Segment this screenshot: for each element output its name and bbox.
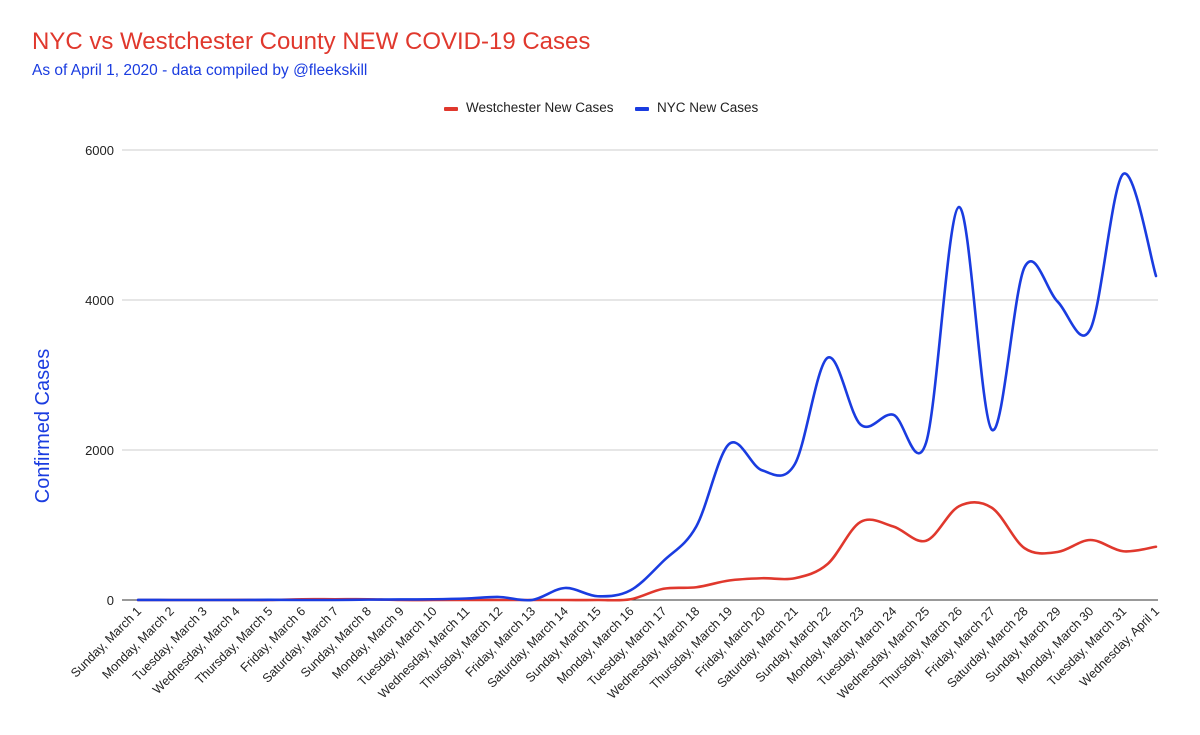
grid-layer — [122, 149, 1158, 601]
y-tick-label: 4000 — [85, 293, 114, 308]
y-tick-label: 2000 — [85, 443, 114, 458]
chart-subtitle: As of April 1, 2020 - data compiled by @… — [32, 62, 368, 79]
legend-label-westchester-new-cases: Westchester New Cases — [466, 100, 614, 115]
legend-label-nyc-new-cases: NYC New Cases — [657, 100, 759, 115]
series-layer — [136, 172, 1158, 602]
series-line-nyc-new-cases — [136, 172, 1158, 602]
chart-title: NYC vs Westchester County NEW COVID-19 C… — [32, 28, 591, 55]
y-tick-label: 0 — [107, 593, 114, 608]
y-tick-label: 6000 — [85, 143, 114, 158]
legend-swatch-nyc-new-cases — [635, 107, 649, 111]
legend-swatch-westchester-new-cases — [444, 107, 458, 111]
y-axis-label: Confirmed Cases — [32, 349, 54, 504]
series-line-westchester-new-cases — [136, 501, 1158, 602]
legend: Westchester New Cases NYC New Cases — [444, 100, 759, 115]
